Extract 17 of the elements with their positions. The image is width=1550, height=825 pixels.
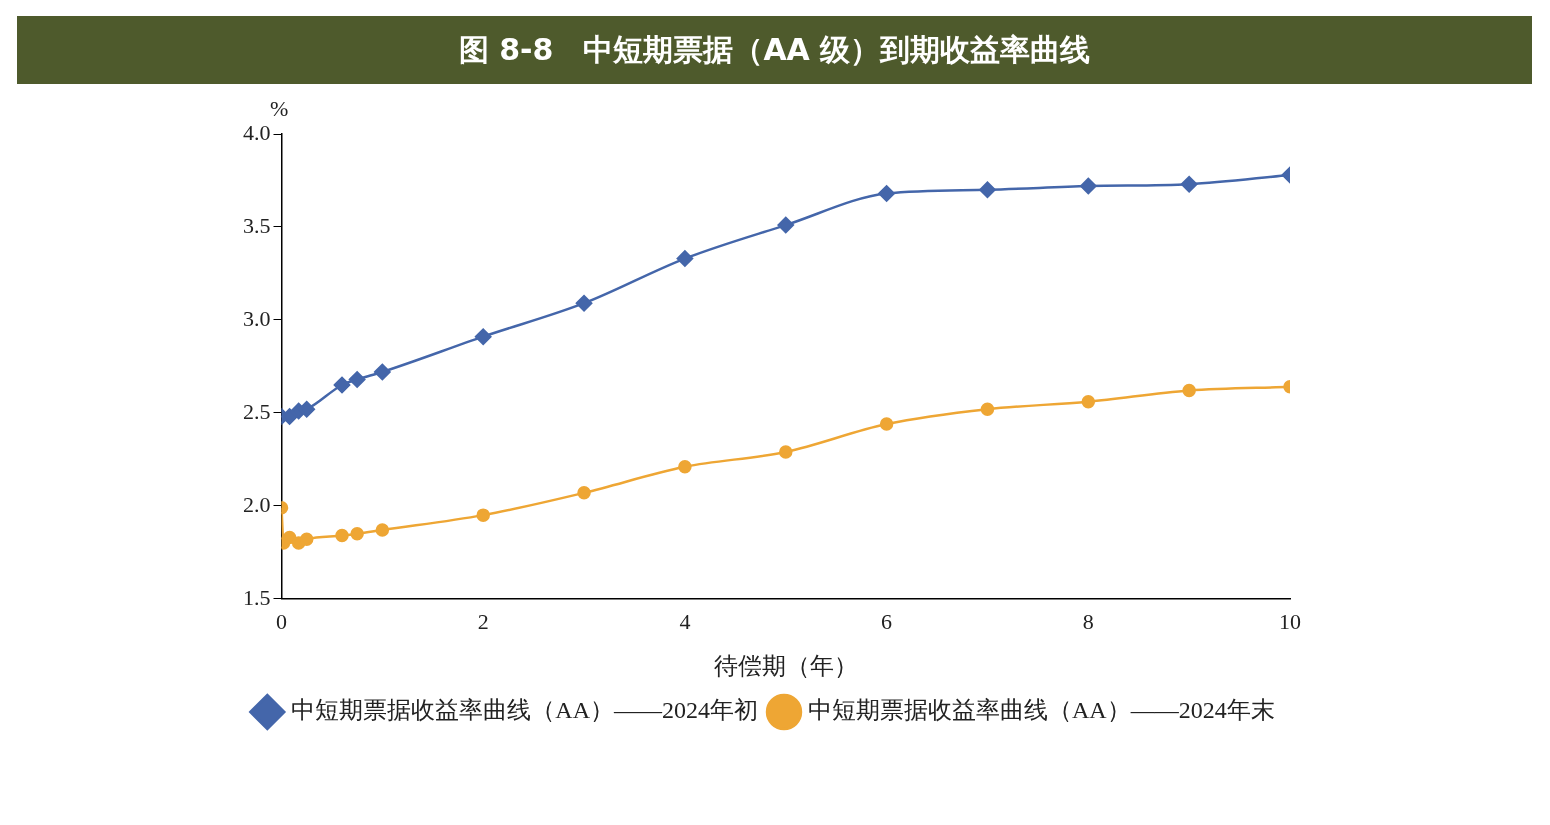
x-tick-label: 0 [276,608,287,634]
x-tick-label: 8 [1082,608,1094,634]
x-axis-title: 待偿期（年） [713,651,858,680]
y-tick-label: 4.0 [243,119,271,145]
y-tick-label: 3.5 [243,212,271,238]
legend-label: 中短期票据收益率曲线（AA）——2024年末 [808,697,1275,724]
legend-label: 中短期票据收益率曲线（AA）——2024年初 [291,697,759,724]
x-tick-label: 10 [1279,608,1301,634]
y-tick-label: 1.5 [243,584,271,610]
y-tick-label: 2.5 [243,398,271,424]
y-tick-label: 3.0 [243,305,271,331]
x-tick-label: 6 [881,608,893,634]
x-tick-label: 4 [679,608,691,634]
y-axis-title: % [270,96,289,122]
x-tick-label: 2 [477,608,489,634]
chart-title: 图 8-8 中短期票据（AA 级）到期收益率曲线 [17,16,1532,84]
y-tick-label: 2.0 [243,491,271,517]
